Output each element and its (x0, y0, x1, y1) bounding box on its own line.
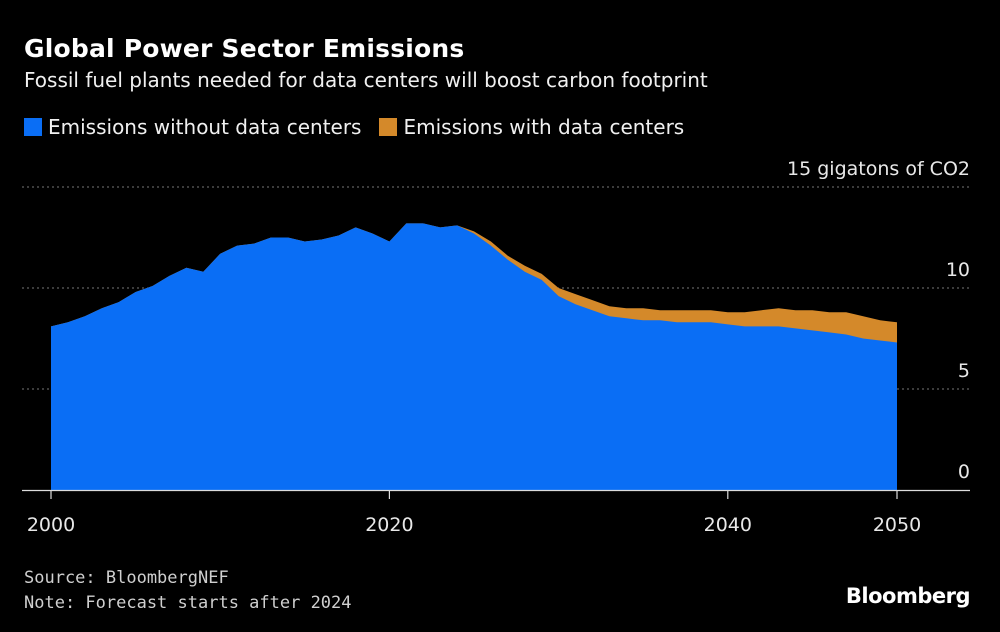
forecast-note: Note: Forecast starts after 2024 (24, 593, 352, 613)
y-tick-label-10: 10 (946, 259, 970, 281)
source-note: Source: BloombergNEF (24, 568, 229, 588)
legend-label-with: Emissions with data centers (403, 115, 685, 139)
y-tick-label-15: 15 gigatons of CO2 (787, 158, 970, 180)
x-tick-label-2050: 2050 (873, 514, 921, 536)
legend-swatch-with (379, 118, 398, 136)
y-tick-label-0: 0 (958, 461, 970, 483)
footer-notes: Source: BloombergNEF Note: Forecast star… (24, 566, 352, 616)
chart-subtitle: Fossil fuel plants needed for data cente… (24, 68, 708, 92)
x-tick-label-2020: 2020 (365, 514, 413, 536)
legend-item-with: Emissions with data centers (379, 115, 684, 139)
series-area-without-data-centers (51, 223, 897, 490)
x-tick-label-2000: 2000 (27, 514, 75, 536)
x-tick-label-2040: 2040 (704, 514, 752, 536)
bloomberg-logo: Bloomberg (845, 584, 971, 608)
legend: Emissions without data centers Emissions… (24, 115, 702, 139)
legend-label-without: Emissions without data centers (48, 115, 362, 139)
chart-title: Global Power Sector Emissions (24, 34, 465, 63)
y-tick-label-5: 5 (958, 360, 970, 382)
legend-swatch-without (24, 118, 42, 136)
legend-item-without: Emissions without data centers (24, 115, 361, 139)
